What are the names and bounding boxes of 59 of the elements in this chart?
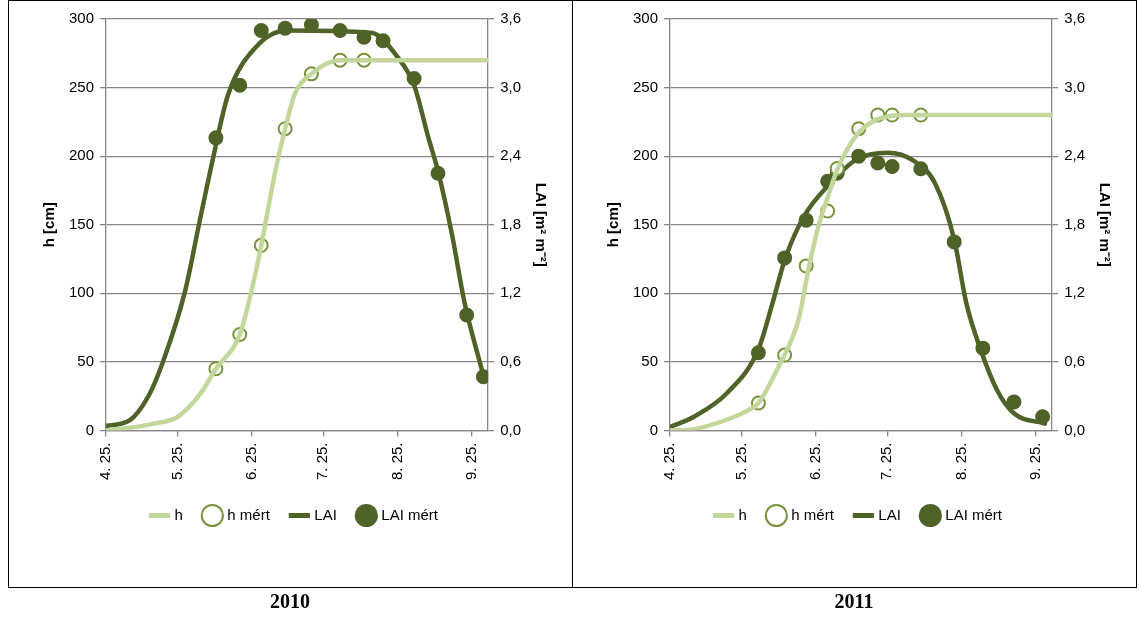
legend-label: h mért (227, 505, 271, 523)
y2-tick-label: 2,4 (1064, 146, 1086, 164)
y-tick-label: 250 (69, 77, 95, 95)
x-tick-label: 8. 25. (951, 442, 969, 480)
y2-tick-label: 0,0 (500, 420, 522, 438)
y2-tick-label: 0,6 (1064, 352, 1086, 370)
y2-axis-title: LAI [m² m⁻²] (1096, 182, 1114, 267)
y-tick-label: 300 (633, 9, 659, 27)
x-tick-label: 4. 25. (660, 442, 678, 480)
point (1006, 394, 1022, 410)
y-tick-label: 50 (641, 352, 659, 370)
x-tick-label: 5. 25. (731, 442, 749, 480)
y2-tick-label: 0,0 (1064, 420, 1086, 438)
x-tick-label: 6. 25. (241, 442, 259, 480)
legend-label: h (738, 505, 747, 523)
y-axis-title: h [cm] (40, 202, 58, 248)
y-tick-label: 200 (633, 146, 659, 164)
point (232, 77, 248, 93)
legend-label: LAI (314, 505, 337, 523)
x-tick-label: 9. 25. (1025, 442, 1043, 480)
y2-tick-label: 3,6 (500, 9, 522, 27)
point (870, 155, 886, 171)
y2-tick-label: 1,8 (1064, 214, 1086, 232)
y2-tick-label: 1,2 (500, 283, 522, 301)
y-tick-label: 250 (633, 77, 659, 95)
text: 2011 (833, 590, 875, 613)
y2-tick-label: 0,6 (500, 352, 522, 370)
y-tick-label: 100 (633, 283, 659, 301)
y2-tick-label: 3,0 (1064, 77, 1086, 95)
x-tick-label: 7. 25. (313, 442, 331, 480)
y2-tick-label: 1,2 (1064, 283, 1086, 301)
y-tick-label: 300 (69, 9, 95, 27)
legend-label: LAI mért (945, 505, 1003, 523)
y2-tick-label: 2,4 (500, 146, 522, 164)
x-tick-label: 8. 25. (387, 442, 405, 480)
legend-label: LAI (878, 505, 901, 523)
x-tick-label: 7. 25. (877, 442, 895, 480)
x-tick-label: 5. 25. (167, 442, 185, 480)
legend-label: h mért (791, 505, 835, 523)
text: 2010 (269, 590, 311, 613)
x-tick-label: 6. 25. (805, 442, 823, 480)
y-tick-label: 0 (649, 420, 659, 438)
x-tick-label: 4. 25. (96, 442, 114, 480)
y2-tick-label: 3,6 (1064, 9, 1086, 27)
legend-label: LAI mért (381, 505, 439, 523)
y2-axis-title: LAI [m² m⁻²] (532, 182, 550, 267)
y-axis-title: h [cm] (604, 202, 622, 248)
y-tick-label: 150 (69, 214, 95, 232)
y-tick-label: 0 (85, 420, 95, 438)
y-tick-label: 150 (633, 214, 659, 232)
legend-label: h (174, 505, 183, 523)
x-tick-label: 9. 25. (461, 442, 479, 480)
point (253, 22, 269, 38)
y-tick-label: 50 (77, 352, 95, 370)
y-tick-label: 100 (69, 283, 95, 301)
y-tick-label: 200 (69, 146, 95, 164)
point (884, 158, 900, 174)
y2-tick-label: 1,8 (500, 214, 522, 232)
y2-tick-label: 3,0 (500, 77, 522, 95)
